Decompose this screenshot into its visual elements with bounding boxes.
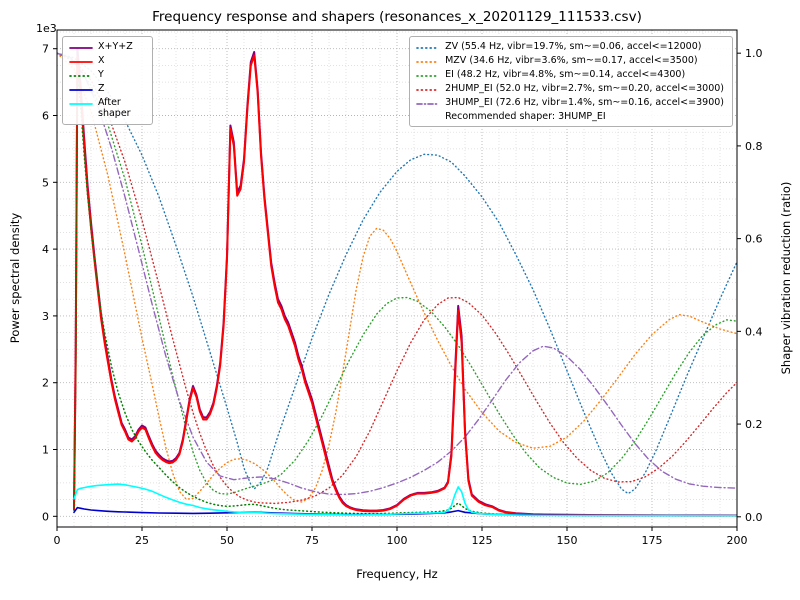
x-tick-label: 125 bbox=[472, 534, 493, 547]
legend-line-sample bbox=[416, 89, 440, 91]
series-line-x bbox=[73, 54, 737, 517]
legend-item-label: Y bbox=[98, 69, 104, 80]
series-group bbox=[57, 47, 737, 517]
legend-item-label: Z bbox=[98, 83, 105, 94]
legend-item-label: EI (48.2 Hz, vibr=4.8%, sm~=0.14, accel<… bbox=[445, 69, 686, 80]
x-tick-label: 0 bbox=[54, 534, 61, 547]
legend-line-sample bbox=[416, 75, 440, 77]
legend-item: ZV (55.4 Hz, vibr=19.7%, sm~=0.06, accel… bbox=[416, 41, 724, 53]
y-left-tick-label: 1 bbox=[42, 444, 49, 457]
legend-item-label: X+Y+Z bbox=[98, 41, 133, 52]
legend-line-sample bbox=[416, 103, 440, 105]
y-left-tick-label: 4 bbox=[42, 243, 49, 256]
y-left-tick-label: 7 bbox=[42, 43, 49, 56]
x-tick-label: 25 bbox=[135, 534, 149, 547]
chart-title: Frequency response and shapers (resonanc… bbox=[152, 9, 642, 25]
y-left-tick-label: 3 bbox=[42, 310, 49, 323]
series-line-zv bbox=[57, 52, 737, 495]
legend-line-sample bbox=[416, 61, 440, 63]
y-right-tick-label: 0.4 bbox=[745, 325, 763, 338]
x-tick-label: 200 bbox=[727, 534, 748, 547]
y-left-axis-label: Power spectral density bbox=[8, 212, 22, 344]
series-line-mzv bbox=[57, 52, 737, 503]
legend-line-sample bbox=[69, 89, 93, 91]
legend-item-label: MZV (34.6 Hz, vibr=3.6%, sm~=0.17, accel… bbox=[445, 55, 698, 66]
x-tick-label: 100 bbox=[387, 534, 408, 547]
y-left-tick-label: 0 bbox=[42, 510, 49, 523]
legend-item: X bbox=[69, 55, 144, 67]
y-right-tick-label: 1.0 bbox=[745, 47, 763, 60]
y-right-tick-label: 0.8 bbox=[745, 140, 763, 153]
legend-line-sample bbox=[69, 47, 93, 49]
series-line-2hump-ei bbox=[57, 52, 737, 505]
legend-item: Y bbox=[69, 69, 144, 81]
legend-note-text: Recommended shaper: 3HUMP_EI bbox=[445, 111, 606, 122]
series-line-after-shaper bbox=[73, 483, 737, 517]
legend-item: X+Y+Z bbox=[69, 41, 144, 53]
x-tick-label: 150 bbox=[557, 534, 578, 547]
legend-item: MZV (34.6 Hz, vibr=3.6%, sm~=0.17, accel… bbox=[416, 55, 724, 67]
y-right-tick-label: 0.6 bbox=[745, 233, 763, 246]
legend-item: EI (48.2 Hz, vibr=4.8%, sm~=0.14, accel<… bbox=[416, 69, 724, 81]
shapers-legend: ZV (55.4 Hz, vibr=19.7%, sm~=0.06, accel… bbox=[409, 36, 733, 128]
legend-item-label: After shaper bbox=[98, 97, 131, 120]
y-left-tick-label: 5 bbox=[42, 176, 49, 189]
legend-line-sample bbox=[69, 75, 93, 77]
legend-item-label: ZV (55.4 Hz, vibr=19.7%, sm~=0.06, accel… bbox=[445, 41, 702, 52]
series-line-3hump-ei bbox=[57, 52, 737, 496]
x-tick-label: 175 bbox=[642, 534, 663, 547]
legend-line-sample bbox=[69, 103, 93, 105]
legend-item-label: 3HUMP_EI (72.6 Hz, vibr=1.4%, sm~=0.16, … bbox=[445, 97, 724, 108]
legend-item: 3HUMP_EI (72.6 Hz, vibr=1.4%, sm~=0.16, … bbox=[416, 97, 724, 109]
legend-line-sample bbox=[416, 47, 440, 49]
y-right-axis-label: Shaper vibration reduction (ratio) bbox=[779, 181, 793, 375]
legend-item: After shaper bbox=[69, 97, 144, 120]
x-tick-label: 50 bbox=[220, 534, 234, 547]
series-line-y bbox=[73, 74, 737, 517]
y-left-tick-label: 6 bbox=[42, 110, 49, 123]
series-line-ei bbox=[57, 52, 737, 495]
legend-item: 2HUMP_EI (52.0 Hz, vibr=2.7%, sm~=0.20, … bbox=[416, 83, 724, 95]
legend-item-label: X bbox=[98, 55, 105, 66]
legend-note: Recommended shaper: 3HUMP_EI bbox=[416, 111, 724, 122]
y-left-tick-label: 2 bbox=[42, 377, 49, 390]
x-tick-label: 75 bbox=[305, 534, 319, 547]
x-axis-label: Frequency, Hz bbox=[356, 567, 438, 581]
y-axis-offset-text: 1e3 bbox=[36, 22, 57, 35]
legend-item-label: 2HUMP_EI (52.0 Hz, vibr=2.7%, sm~=0.20, … bbox=[445, 83, 724, 94]
psd-legend: X+Y+Z X Y Z After shaper bbox=[62, 36, 153, 125]
legend-item: Z bbox=[69, 83, 144, 95]
y-right-tick-label: 0.2 bbox=[745, 418, 763, 431]
y-right-tick-label: 0.0 bbox=[745, 511, 763, 524]
legend-line-sample bbox=[69, 61, 93, 63]
tick-labels: 0 25 50 75 100 125 150 175 200 0 1 2 3 4 5 6 7 0.0 0.2 0.4 0… bbox=[42, 43, 763, 547]
